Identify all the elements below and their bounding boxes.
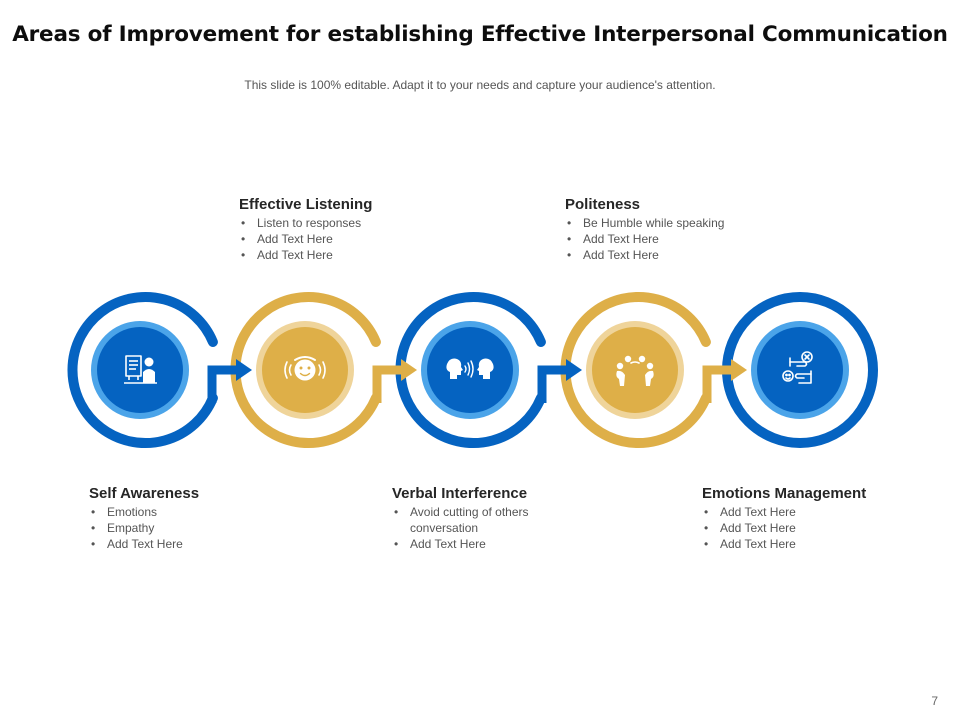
bowing-people-icon — [616, 355, 654, 386]
page-number: 7 — [931, 694, 938, 708]
bullet-list: Add Text Here Add Text Here Add Text Her… — [702, 504, 912, 552]
bullet-item: Emotions — [89, 504, 279, 520]
bullet-item: Be Humble while speaking — [565, 215, 765, 231]
talking-heads-icon — [446, 358, 494, 379]
bullet-item: Add Text Here — [702, 520, 912, 536]
listening-face-icon — [284, 356, 326, 381]
bullet-item: Avoid cutting of others conversation — [392, 504, 564, 536]
bullet-item: Add Text Here — [89, 536, 279, 552]
bullet-item: Listen to responses — [239, 215, 429, 231]
step-block-effective-listening: Effective Listening Listen to responses … — [239, 196, 429, 263]
presenter-self-icon — [124, 355, 157, 384]
step-title: Verbal Interference — [392, 485, 528, 502]
bullet-item: Add Text Here — [239, 231, 429, 247]
bullet-list: Emotions Empathy Add Text Here — [89, 504, 279, 552]
step-block-politeness: Politeness Be Humble while speaking Add … — [565, 196, 765, 263]
connector-arrow-2 — [372, 359, 417, 403]
bullet-item: Empathy — [89, 520, 279, 536]
step-block-verbal-interference: Verbal Interference Avoid cutting of oth… — [392, 485, 564, 552]
step-block-self-awareness: Self Awareness Emotions Empathy Add Text… — [89, 485, 279, 552]
bullet-list: Listen to responses Add Text Here Add Te… — [239, 215, 429, 263]
bullet-list: Avoid cutting of others conversation Add… — [392, 504, 564, 552]
step-block-emotions-management: Emotions Management Add Text Here Add Te… — [702, 485, 912, 552]
step-title: Self Awareness — [89, 485, 200, 502]
bullet-item: Add Text Here — [702, 504, 912, 520]
bullet-list: Be Humble while speaking Add Text Here A… — [565, 215, 765, 263]
bullet-item: Add Text Here — [392, 536, 564, 552]
connector-arrow-4 — [702, 359, 747, 403]
bullet-item: Add Text Here — [702, 536, 912, 552]
badge-inner-emotions-management — [757, 327, 843, 413]
badge-inner-self-awareness — [97, 327, 183, 413]
ring-self-awareness — [67, 292, 218, 448]
bullet-item: Add Text Here — [565, 231, 765, 247]
connector-arrow-1 — [207, 359, 252, 403]
step-title: Emotions Management — [702, 485, 867, 502]
emotion-hands-icon — [782, 351, 813, 384]
connector-arrow-3 — [537, 359, 582, 403]
bullet-item: Add Text Here — [239, 247, 429, 263]
badge-inner-politeness — [592, 327, 678, 413]
slide-title: Areas of Improvement for establishing Ef… — [12, 22, 948, 47]
bullet-item: Add Text Here — [565, 247, 765, 263]
step-title: Politeness — [565, 196, 641, 213]
slide-subtitle: This slide is 100% editable. Adapt it to… — [244, 78, 716, 92]
step-title: Effective Listening — [239, 196, 373, 213]
